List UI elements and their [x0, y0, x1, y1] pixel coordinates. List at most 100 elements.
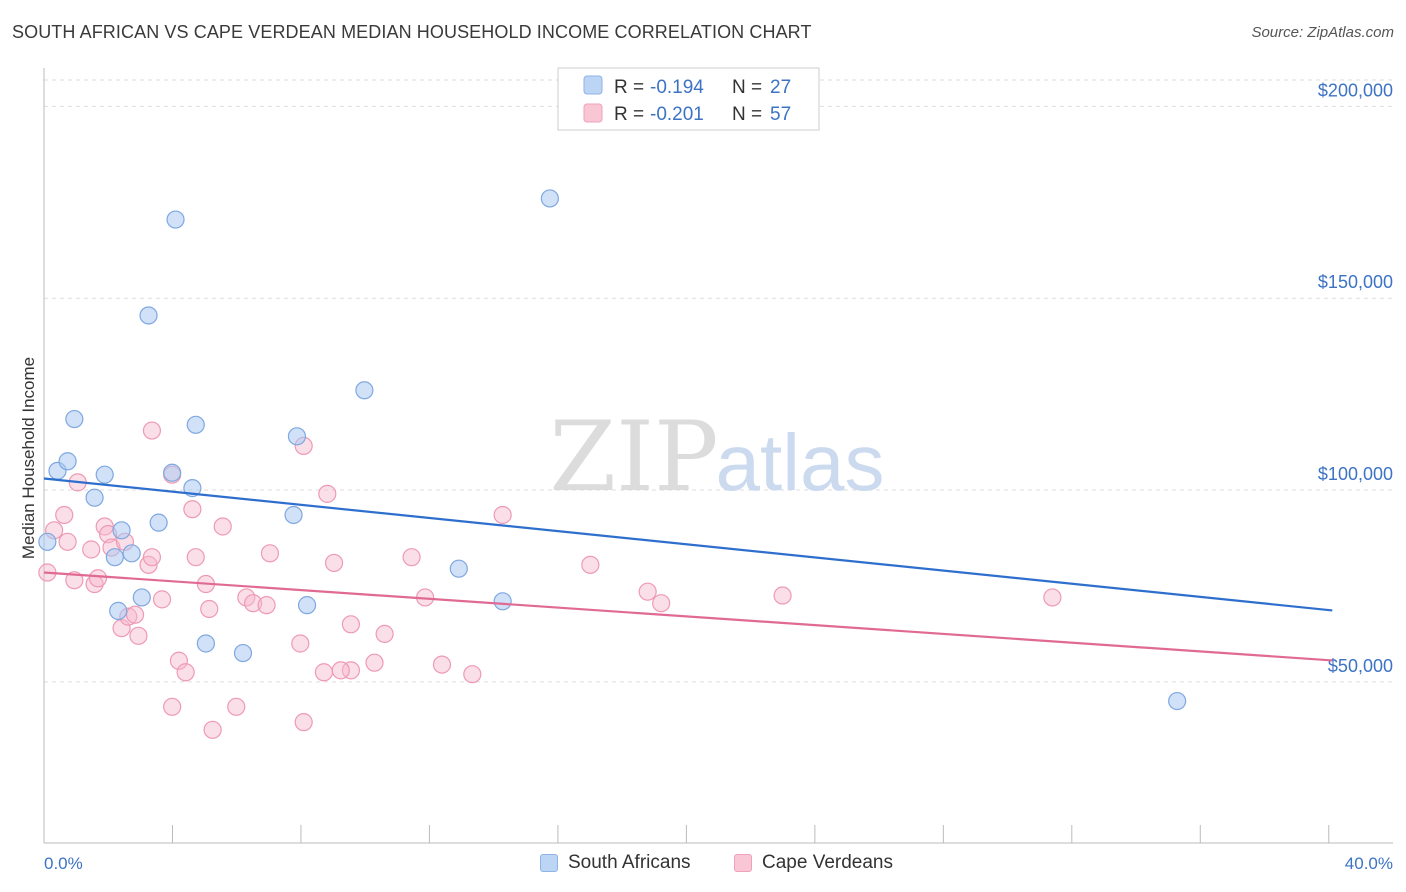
point-cape-verdean: [243, 594, 263, 613]
axes: [43, 68, 1393, 844]
point-cape-verdean: [260, 544, 280, 563]
y-tick-label: $100,000: [1318, 464, 1393, 484]
trend-lines: [43, 477, 1333, 662]
stats-r-label-2: R =: [614, 104, 644, 125]
point-south-african: [38, 532, 57, 551]
point-south-african: [122, 544, 141, 563]
point-cape-verdean: [142, 421, 162, 440]
stats-n-value-2: 57: [770, 104, 791, 125]
point-south-african: [196, 634, 215, 653]
point-south-african: [95, 465, 114, 484]
legend-swatch-cape-verdeans: [734, 854, 752, 872]
point-cape-verdean: [638, 582, 657, 601]
point-south-african: [58, 452, 77, 471]
point-cape-verdean: [341, 661, 360, 680]
point-cape-verdean: [341, 615, 360, 634]
point-south-african: [139, 306, 158, 325]
legend-swatch-south-africans: [540, 854, 558, 872]
point-south-african: [233, 643, 253, 663]
point-south-african: [355, 381, 374, 400]
stats-r-label-1: R =: [614, 77, 644, 98]
point-cape-verdean: [88, 569, 108, 588]
point-south-african: [166, 210, 185, 229]
point-cape-verdean: [294, 713, 313, 732]
point-cape-verdean: [365, 653, 384, 672]
x-tick-label-min: 0.0%: [44, 854, 83, 873]
point-south-african: [132, 588, 151, 607]
point-south-african: [65, 409, 84, 429]
watermark: ZIP atlas: [549, 401, 884, 513]
point-cape-verdean: [493, 505, 512, 525]
point-cape-verdean: [227, 697, 246, 716]
point-south-african: [493, 592, 512, 611]
point-cape-verdean: [324, 553, 344, 573]
point-cape-verdean: [331, 661, 350, 680]
point-cape-verdean: [58, 532, 77, 551]
stats-swatch-south-africans: [583, 75, 603, 95]
source-credit: Source: ZipAtlas.com: [1251, 24, 1394, 41]
stats-r-value-1: -0.194: [650, 77, 704, 98]
point-cape-verdean: [163, 697, 182, 716]
point-cape-verdean: [152, 590, 172, 609]
legend-item-south-africans: South Africans: [540, 852, 691, 874]
point-cape-verdean: [169, 651, 188, 670]
point-cape-verdean: [773, 586, 792, 605]
point-south-african: [85, 488, 104, 507]
point-cape-verdean: [203, 720, 222, 739]
point-south-african: [540, 189, 559, 208]
point-south-african: [149, 513, 168, 532]
point-south-african: [112, 521, 131, 540]
point-cape-verdean: [257, 596, 276, 615]
point-cape-verdean: [1043, 588, 1062, 607]
point-cape-verdean: [112, 619, 131, 638]
point-cape-verdean: [176, 663, 195, 682]
y-tick-label: $200,000: [1318, 80, 1393, 100]
legend-label-south-africans: South Africans: [568, 852, 691, 873]
data-points: [38, 189, 1187, 739]
series-legend: South Africans Cape Verdeans: [0, 852, 1406, 878]
point-cape-verdean: [82, 540, 101, 559]
point-south-african: [105, 548, 124, 567]
point-south-african: [297, 596, 317, 615]
point-south-african: [186, 415, 205, 434]
point-south-african: [1168, 691, 1187, 711]
stats-legend: R = -0.194 N = 27 R = -0.201 N = 57: [557, 67, 820, 131]
trend-line-south-africans: [43, 477, 1333, 612]
y-tick-label: $150,000: [1318, 272, 1393, 292]
watermark-atlas: atlas: [716, 418, 885, 507]
point-south-african: [163, 463, 182, 482]
point-cape-verdean: [318, 484, 337, 503]
stats-n-label-1: N =: [732, 77, 762, 98]
stats-r-value-2: -0.201: [650, 104, 704, 125]
point-cape-verdean: [291, 634, 310, 653]
point-south-african: [287, 427, 307, 446]
point-cape-verdean: [463, 665, 482, 684]
point-cape-verdean: [375, 624, 394, 644]
y-tick-label: $50,000: [1328, 656, 1393, 676]
point-south-african: [449, 559, 468, 578]
point-cape-verdean: [213, 517, 232, 536]
point-cape-verdean: [652, 594, 671, 613]
point-cape-verdean: [125, 605, 145, 624]
point-cape-verdean: [186, 548, 205, 567]
watermark-zip: ZIP: [549, 401, 718, 513]
point-cape-verdean: [183, 500, 202, 519]
point-cape-verdean: [142, 548, 162, 567]
y-axis-label: Median Household Income: [19, 357, 38, 559]
trend-line-cape-verdeans: [43, 571, 1333, 662]
point-south-african: [109, 601, 128, 620]
tick-labels: $50,000 $100,000 $150,000 $200,000 0.0% 40.0%: [44, 80, 1393, 873]
point-cape-verdean: [129, 626, 148, 645]
point-cape-verdean: [55, 505, 74, 525]
legend-label-cape-verdeans: Cape Verdeans: [762, 852, 893, 873]
point-south-african: [284, 505, 303, 525]
chart-title: SOUTH AFRICAN VS CAPE VERDEAN MEDIAN HOU…: [12, 22, 812, 42]
point-cape-verdean: [200, 599, 219, 619]
stats-swatch-cape-verdeans: [583, 103, 603, 123]
point-cape-verdean: [581, 555, 600, 574]
legend-item-cape-verdeans: Cape Verdeans: [734, 852, 893, 874]
stats-n-label-2: N =: [732, 104, 762, 125]
point-cape-verdean: [402, 548, 421, 567]
point-cape-verdean: [314, 663, 334, 682]
